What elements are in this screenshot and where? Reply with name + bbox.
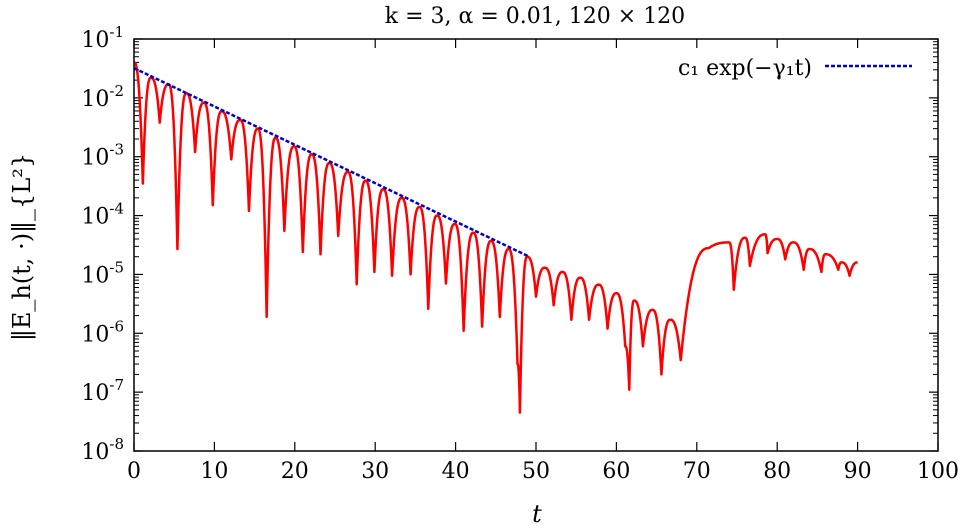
x-tick-label: 70 [683, 459, 711, 484]
y-tick-label: 10-6 [81, 317, 124, 347]
y-axis-ticks: 10-1 10-2 10-3 10-4 10-5 10-6 10-7 10-8 [81, 23, 938, 465]
x-axis-title: t [532, 500, 542, 528]
x-tick-label: 80 [763, 459, 791, 484]
y-tick-label: 10-2 [81, 82, 124, 112]
x-tick-label: 0 [127, 459, 141, 484]
chart-title: k = 3, α = 0.01, 120 × 120 [385, 4, 685, 29]
x-tick-label: 30 [361, 459, 389, 484]
series-electric-energy-line [133, 61, 859, 414]
plot-frame [133, 38, 939, 452]
x-tick-label: 90 [844, 459, 872, 484]
y-tick-label: 10-3 [81, 141, 124, 171]
y-tick-label: 10-8 [81, 435, 124, 465]
y-tick-label: 10-5 [81, 258, 124, 288]
x-tick-label: 60 [602, 459, 630, 484]
x-tick-label: 20 [281, 459, 309, 484]
legend: c₁ exp(−γ₁t) [678, 56, 912, 81]
y-tick-label: 10-1 [81, 23, 124, 53]
x-tick-label: 40 [442, 459, 470, 484]
y-tick-label: 10-7 [81, 376, 124, 406]
series-fit-line [133, 66, 529, 258]
x-tick-label: 50 [522, 459, 550, 484]
legend-label-fit: c₁ exp(−γ₁t) [678, 56, 812, 81]
x-tick-label: 100 [917, 459, 959, 484]
x-tick-label: 10 [200, 459, 228, 484]
y-tick-label: 10-4 [81, 200, 124, 230]
y-axis-title: ‖E_h(t, ·)‖_{L²} [8, 153, 37, 341]
plot-lines [133, 61, 859, 414]
